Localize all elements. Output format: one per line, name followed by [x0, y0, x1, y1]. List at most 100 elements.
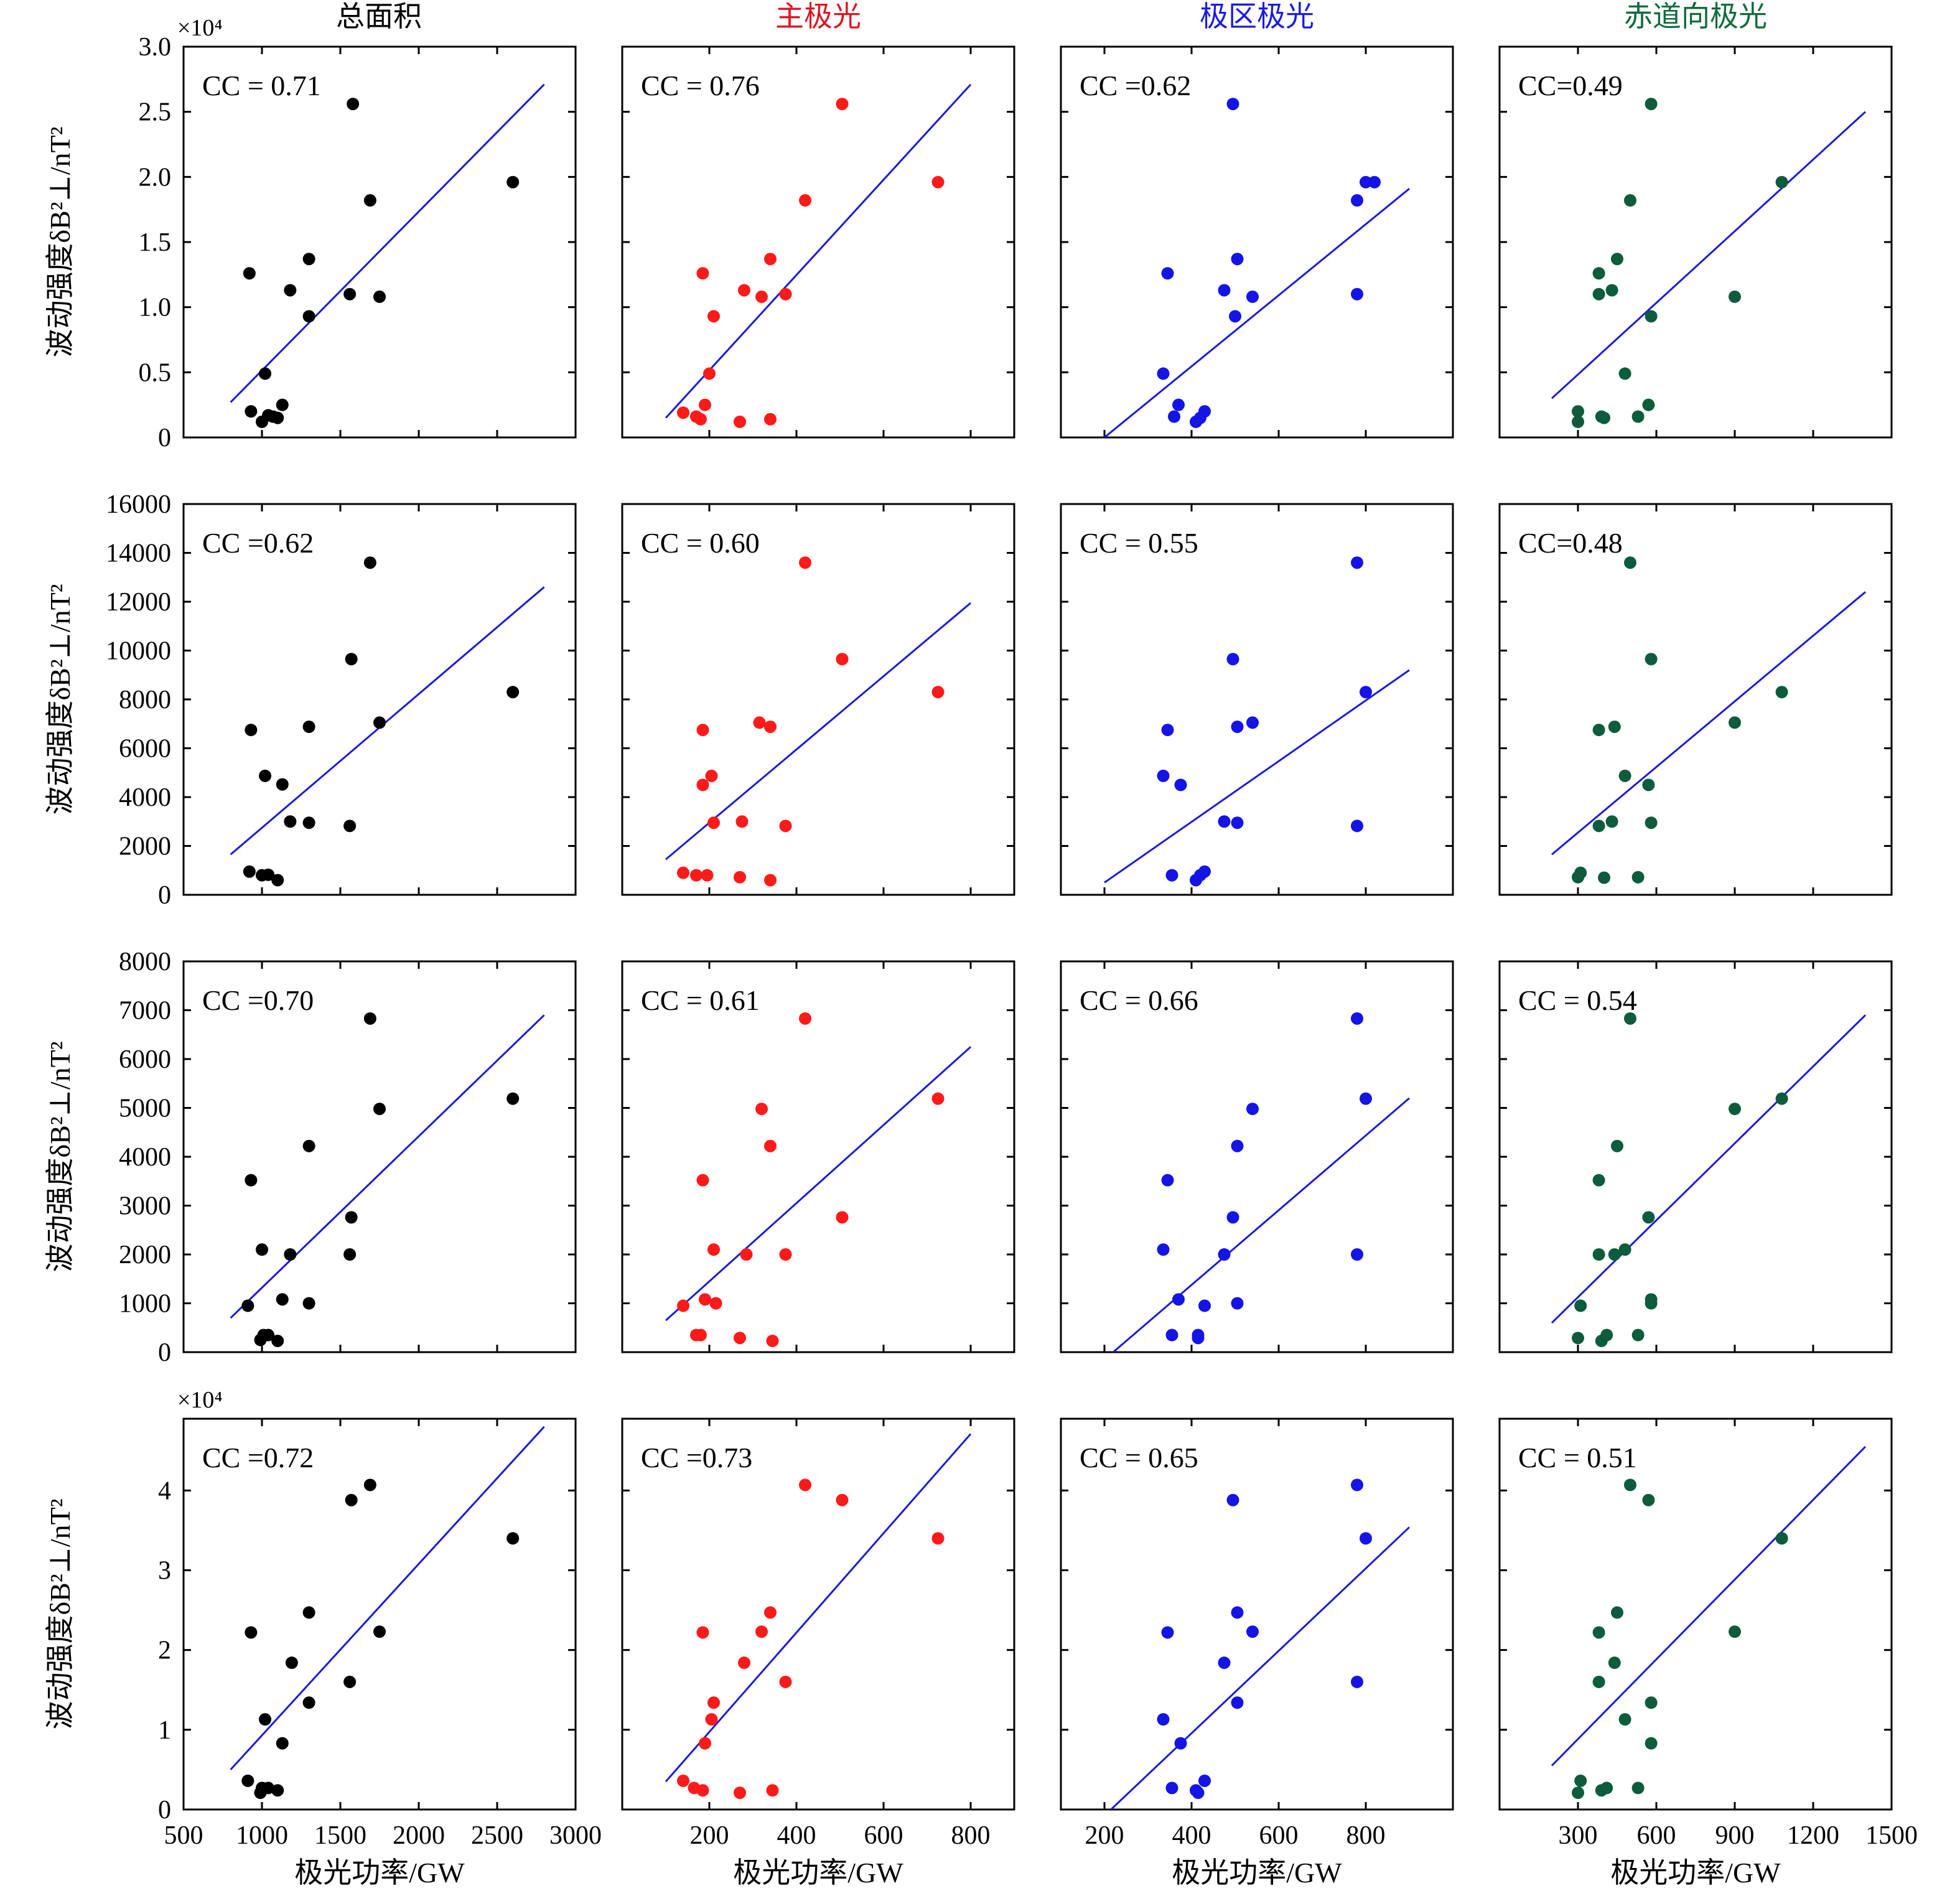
cc-annotation: CC = 0.65 — [1080, 1442, 1198, 1473]
data-point — [1645, 1297, 1658, 1310]
data-point — [1351, 287, 1363, 301]
data-point — [836, 1211, 849, 1224]
data-point — [764, 413, 777, 426]
fit-line — [1104, 188, 1410, 437]
data-point — [1231, 1139, 1244, 1152]
cc-annotation: CC = 0.60 — [641, 527, 760, 559]
x-tick-label: 1000 — [236, 1821, 288, 1850]
x-tick-label: 200 — [1085, 1821, 1124, 1850]
data-point — [1729, 290, 1741, 303]
data-point — [345, 1493, 358, 1506]
data-point — [1574, 1299, 1587, 1312]
fit-line — [1551, 1445, 1867, 1767]
data-point — [1231, 1606, 1244, 1619]
plot-frame — [1498, 45, 1893, 439]
panel-r3-c2: CC = 0.61 — [621, 960, 1015, 1353]
y-tick-label: 2000 — [119, 833, 171, 861]
cc-annotation: CC =0.72 — [202, 1442, 314, 1473]
data-point — [1198, 405, 1211, 418]
cc-annotation: CC = 0.61 — [641, 984, 760, 1016]
panel-r1-c3: CC =0.62 — [1060, 45, 1454, 439]
x-tick-label: 500 — [164, 1821, 203, 1850]
plot-frame — [1498, 1417, 1893, 1811]
data-point — [1775, 1092, 1788, 1105]
fit-line — [665, 1433, 972, 1783]
y-tick-label: 4000 — [119, 1143, 171, 1172]
y-tick-label: 8000 — [119, 948, 171, 976]
data-point — [1226, 98, 1239, 111]
data-point — [931, 175, 945, 189]
data-point — [243, 267, 256, 280]
x-tick-label: 400 — [777, 1821, 816, 1850]
data-point — [1592, 267, 1605, 280]
fit-line — [1113, 1097, 1410, 1352]
data-point — [1231, 1696, 1244, 1709]
data-point — [1642, 398, 1655, 411]
data-point — [1645, 98, 1658, 111]
data-point — [694, 1329, 707, 1342]
data-point — [1592, 820, 1605, 833]
data-point — [1174, 778, 1187, 792]
plot-frame — [1060, 503, 1454, 896]
data-point — [753, 716, 766, 729]
data-point — [271, 874, 284, 887]
plot-frame — [621, 1417, 1015, 1811]
data-point — [1642, 1493, 1655, 1506]
y-tick-label: 0 — [158, 1338, 171, 1367]
cc-annotation: CC = 0.76 — [641, 70, 760, 101]
data-point — [1592, 1248, 1605, 1261]
data-point — [1198, 865, 1211, 878]
data-point — [1246, 290, 1259, 303]
data-point — [276, 778, 289, 791]
data-point — [285, 1656, 298, 1670]
y-tick-label: 2 — [158, 1637, 171, 1665]
data-point — [1351, 1478, 1363, 1492]
data-point — [1172, 398, 1185, 411]
data-point — [1631, 871, 1645, 884]
data-point — [284, 1248, 297, 1261]
data-point — [1231, 720, 1244, 733]
data-point — [1608, 1248, 1621, 1261]
fit-line — [665, 1046, 972, 1322]
plot-frame — [182, 45, 577, 439]
y-tick-label: 5000 — [119, 1095, 171, 1123]
data-point — [302, 1297, 315, 1310]
data-point — [764, 1606, 777, 1619]
data-point — [1600, 1782, 1613, 1795]
cc-annotation: CC=0.48 — [1518, 527, 1623, 559]
data-point — [1645, 1696, 1658, 1709]
data-point — [1192, 1786, 1205, 1800]
x-tick-label: 200 — [690, 1821, 729, 1850]
fit-line — [230, 1014, 545, 1319]
data-point — [703, 367, 716, 380]
plot-frame — [1498, 503, 1893, 896]
y-tick-label: 6000 — [119, 1045, 171, 1074]
data-point — [1624, 194, 1636, 207]
data-point — [1226, 1493, 1239, 1506]
data-point — [1572, 1332, 1584, 1345]
column-title-main-aurora: 主极光 — [775, 1, 861, 32]
data-point — [1775, 1532, 1788, 1545]
data-point — [677, 866, 689, 879]
column-title-polar-aurora: 极区极光 — [1200, 1, 1314, 32]
plot-frame — [1060, 960, 1454, 1353]
data-point — [1157, 1713, 1170, 1726]
x-axis-label: 极光功率/GW — [733, 1857, 903, 1889]
data-point — [1608, 720, 1621, 733]
cc-annotation: CC =0.70 — [202, 984, 314, 1016]
panel-r4-c4: 300 600 900 1200 1500 CC = 0.51 — [1498, 1417, 1918, 1850]
x-tick-label: 900 — [1715, 1821, 1755, 1850]
data-point — [1161, 724, 1174, 737]
data-point — [276, 1293, 289, 1306]
data-point — [1572, 405, 1584, 418]
data-point — [1624, 556, 1636, 569]
y-axis-labels: 波动强度δB²⊥/nT² 波动强度δB²⊥/nT² 波动强度δB²⊥/nT² 波动强度… — [44, 126, 76, 1729]
data-point — [1600, 1329, 1613, 1342]
panel-r1-c2: CC = 0.76 — [621, 45, 1015, 439]
x-tick-label: 2000 — [393, 1821, 445, 1850]
y-axis-label: 波动强度δB²⊥/nT² — [44, 126, 76, 357]
y-tick-label: 16000 — [106, 490, 171, 519]
data-point — [1351, 1248, 1363, 1261]
y-axis-label: 波动强度δB²⊥/nT² — [44, 584, 76, 815]
data-point — [740, 1248, 753, 1261]
